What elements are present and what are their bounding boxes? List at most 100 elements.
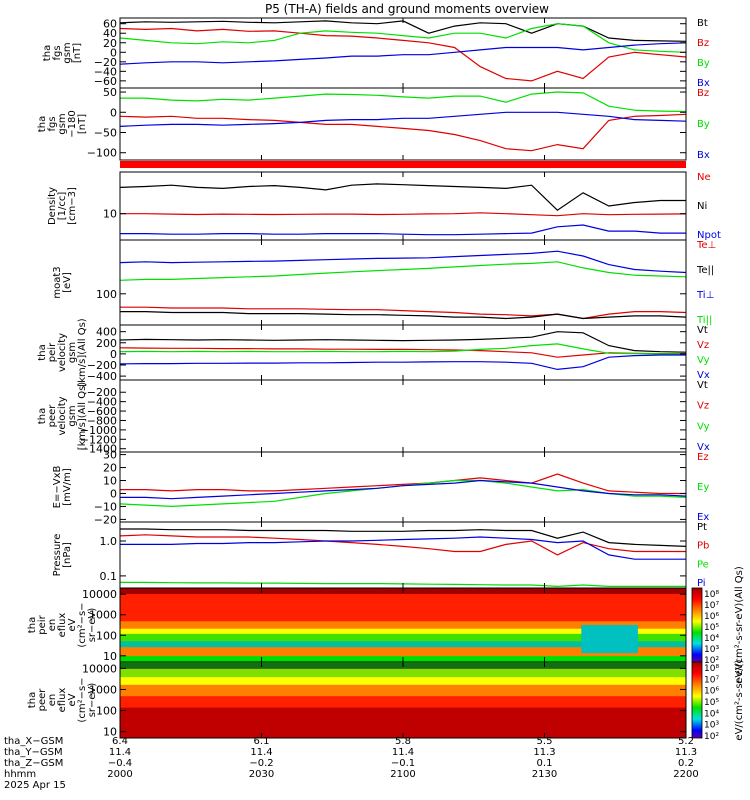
legend-ey: Ey bbox=[697, 482, 709, 493]
x-row-value: 11.3 bbox=[675, 747, 697, 758]
y-tick-label: 20 bbox=[103, 37, 117, 50]
series-group bbox=[120, 473, 686, 508]
x-row-value: 11.4 bbox=[392, 747, 414, 758]
y-axis-label-line: [km/s](All Qs) bbox=[77, 382, 88, 450]
y-axis-label: tha peer en eflux eV (cm²−s− sr−eV) bbox=[27, 677, 98, 722]
series-line-bx bbox=[120, 111, 686, 127]
series-line-by bbox=[120, 91, 686, 113]
spectrogram-band bbox=[120, 684, 686, 697]
legend-bt: Bt bbox=[697, 18, 708, 29]
x-row-label-tha-x-gsm: tha_X−GSM bbox=[4, 736, 63, 747]
y-axis-label: Pressure [nPa] bbox=[52, 534, 73, 577]
y-axis-label-line: [1/cc] bbox=[57, 192, 68, 221]
legend-pe: Pe bbox=[697, 559, 709, 570]
y-tick-label: −400 bbox=[87, 370, 117, 383]
y-axis-label-line: moat3 bbox=[52, 266, 63, 298]
legend-bz: Bz bbox=[697, 88, 709, 99]
x-row-value: 2130 bbox=[532, 769, 557, 780]
series-group bbox=[120, 331, 686, 371]
series-line-vy bbox=[120, 343, 686, 355]
y-tick-label: −60 bbox=[94, 75, 117, 88]
x-row-label-tha-z-gsm: tha_Z−GSM bbox=[4, 758, 63, 769]
legend-bx: Bx bbox=[697, 78, 710, 89]
panel-2: 50 0 −50 −100 tha fgs gsm −180 [nT] Bz By Bx bbox=[37, 86, 710, 161]
y-tick-label: 10 bbox=[103, 650, 117, 663]
legend-pi: Pi bbox=[697, 578, 706, 589]
colorbar-tick-label: 10⁴ bbox=[704, 634, 719, 644]
series-line-te bbox=[120, 306, 686, 320]
y-axis-label-line: (cm²−s− bbox=[77, 677, 88, 722]
y-tick-label: −40 bbox=[94, 65, 117, 78]
y-axis-label-line: en bbox=[47, 619, 58, 632]
legend-pt: Pt bbox=[697, 522, 707, 533]
y-axis-label-line: gsm bbox=[67, 405, 78, 426]
legend-vt: Vt bbox=[697, 380, 708, 391]
y-tick-label: 10000 bbox=[82, 588, 117, 601]
colorbar-tick-label: 10⁵ bbox=[704, 623, 719, 633]
legend-by: By bbox=[697, 119, 710, 130]
y-tick-label: 60 bbox=[103, 18, 117, 31]
x-row-value: 11.3 bbox=[533, 747, 555, 758]
y-tick-label: −1200 bbox=[80, 433, 117, 446]
y-axis-label-line: tha bbox=[37, 344, 48, 360]
x-row-value: 2000 bbox=[107, 769, 132, 780]
y-axis-label-line: tha bbox=[27, 617, 38, 633]
colorbar-tick-label: 10⁶ bbox=[704, 687, 719, 697]
y-tick-label: −1400 bbox=[80, 443, 117, 456]
y-axis-label: E=−VxB [mV/m] bbox=[52, 466, 73, 509]
y-axis-label-line: sr−eV) bbox=[87, 608, 98, 643]
panel-frame bbox=[119, 379, 687, 453]
y-tick-label: 200 bbox=[96, 337, 117, 350]
colorbar-tick-label: 10⁷ bbox=[704, 675, 719, 685]
panel-8: 1.0 0.1 Pressure [nPa] Pt Pb Pe Pi bbox=[52, 521, 709, 589]
y-axis-label-line: en bbox=[47, 694, 58, 707]
y-tick-label: 1000 bbox=[89, 609, 117, 622]
y-axis-label: tha fgs gsm [nT] bbox=[42, 42, 83, 63]
x-row-value: −0.2 bbox=[249, 758, 273, 769]
y-tick-label: 10 bbox=[103, 726, 117, 739]
y-axis-label-line: gsm bbox=[67, 342, 78, 363]
y-tick-label: 0 bbox=[110, 106, 117, 119]
spectrogram-band bbox=[120, 641, 686, 648]
legend-vt: Vt bbox=[697, 325, 708, 336]
colorbar-label: eV/(cm²-s-sr-eV)(All Qs) bbox=[734, 566, 745, 684]
colorbar-tick-label: 10² bbox=[704, 656, 719, 666]
series-line-vx bbox=[120, 354, 686, 371]
series-line-bz bbox=[120, 27, 686, 82]
y-axis-label: tha peir en eflux eV (cm²−s− sr−eV) bbox=[27, 602, 98, 647]
legend-npot: Npot bbox=[697, 230, 721, 241]
legend-vy: Vy bbox=[697, 421, 710, 432]
series-line-npot bbox=[120, 224, 686, 236]
x-row-label-hhmm: hhmm bbox=[4, 769, 36, 780]
series-line-pb bbox=[120, 534, 686, 556]
legend-by: By bbox=[697, 58, 710, 69]
legend-pb: Pb bbox=[697, 541, 709, 552]
spectrogram-feature bbox=[581, 625, 638, 654]
legend-vy: Vy bbox=[697, 355, 710, 366]
y-tick-label: 20 bbox=[103, 462, 117, 475]
colorbar bbox=[691, 587, 703, 663]
series-group bbox=[120, 91, 686, 152]
spectrogram-band bbox=[120, 696, 686, 709]
series-group bbox=[120, 250, 686, 320]
x-row-value: 11.4 bbox=[250, 747, 272, 758]
y-tick-label: −800 bbox=[87, 414, 117, 427]
y-axis-label: tha peir velocity gsm [km/s](All Qs) bbox=[37, 318, 88, 386]
legend-vx: Vx bbox=[697, 370, 710, 381]
y-axis-label-line: E=−VxB bbox=[52, 466, 63, 509]
spectrogram-band bbox=[120, 647, 686, 657]
y-axis-label-line: peir bbox=[47, 342, 58, 362]
y-tick-label: −10 bbox=[94, 500, 117, 513]
legend-vx: Vx bbox=[697, 442, 710, 453]
y-tick-label: −20 bbox=[94, 56, 117, 69]
series-group bbox=[120, 528, 686, 588]
y-axis-label-line: eV bbox=[67, 618, 78, 631]
y-axis-label-line: fgs bbox=[52, 45, 63, 60]
y-tick-label: −200 bbox=[87, 386, 117, 399]
legend-ez: Ez bbox=[697, 452, 709, 463]
spectrogram-band bbox=[120, 621, 686, 630]
y-tick-label: −200 bbox=[87, 359, 117, 372]
